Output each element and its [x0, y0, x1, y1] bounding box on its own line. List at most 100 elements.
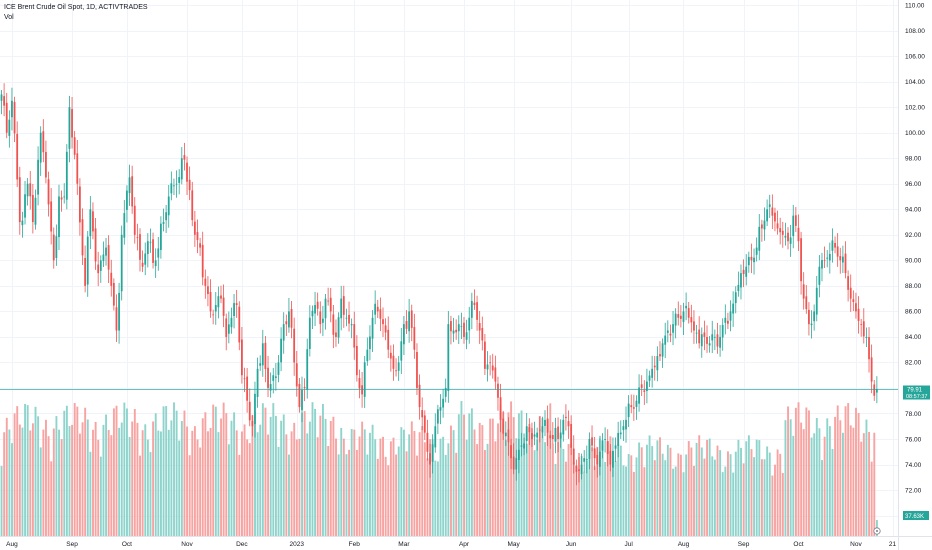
- volume-bar: [841, 432, 844, 536]
- volume-bar: [295, 439, 298, 536]
- candle-body: [857, 308, 860, 321]
- candle-body: [491, 365, 494, 371]
- volume-bar: [612, 451, 614, 536]
- volume-bar: [199, 447, 202, 536]
- volume-bar: [499, 404, 502, 536]
- candle-body: [468, 317, 471, 331]
- candle-body: [648, 375, 651, 381]
- candle-body: [476, 302, 478, 320]
- candle-body: [324, 298, 327, 319]
- candle-body: [374, 303, 377, 315]
- candle-body: [834, 242, 836, 248]
- volume-bar: [567, 444, 570, 536]
- volume-bar: [439, 438, 442, 536]
- volume-bar: [322, 403, 324, 536]
- candle-body: [591, 437, 593, 446]
- volume-bar: [133, 409, 136, 536]
- volume-bar: [436, 461, 439, 536]
- candle-body: [536, 432, 539, 438]
- volume-bar: [324, 418, 327, 536]
- candle-body: [84, 258, 87, 286]
- candle-body: [45, 151, 47, 178]
- volume-bar: [261, 403, 264, 536]
- volume-bar: [520, 410, 523, 536]
- candle-body: [254, 393, 256, 425]
- volume-bar: [209, 427, 212, 536]
- volume-bar: [760, 459, 763, 536]
- candle-body: [175, 183, 178, 185]
- volume-bar: [450, 425, 452, 536]
- volume-bar: [857, 413, 860, 536]
- x-tick-label: Oct: [122, 541, 132, 548]
- candle-body: [355, 345, 358, 376]
- volume-bar: [238, 454, 241, 536]
- candle-body: [316, 301, 319, 309]
- candle-body: [112, 282, 115, 306]
- candle-body: [619, 432, 622, 435]
- candle-body: [288, 311, 290, 328]
- candle-body: [141, 262, 144, 267]
- volume-bar: [99, 456, 102, 536]
- price-tag-value: 79.91: [907, 388, 923, 394]
- y-tick-label: 84.00: [905, 334, 922, 341]
- candle-body: [682, 311, 685, 322]
- candle-body: [50, 201, 53, 232]
- candle-body: [123, 213, 126, 238]
- candle-body: [225, 318, 228, 337]
- candle-body: [813, 311, 816, 322]
- candle-body: [821, 260, 823, 269]
- candle-body: [199, 243, 201, 248]
- volume-bar: [677, 453, 680, 536]
- volume-bar: [227, 444, 230, 536]
- volume-bar: [214, 406, 217, 536]
- candle-body: [507, 429, 510, 443]
- volume-bar: [774, 464, 776, 536]
- candle-body: [557, 426, 559, 440]
- candle-body: [847, 276, 850, 290]
- volume-bar: [525, 443, 528, 536]
- volume-bar: [593, 466, 596, 536]
- candle-body: [426, 432, 429, 452]
- candle-body: [622, 426, 625, 431]
- symbol-title[interactable]: ICE Brent Crude Oil Spot, 1D, ACTIVTRADE…: [4, 4, 148, 11]
- volume-bar: [290, 431, 293, 536]
- volume-bar: [698, 435, 701, 536]
- candle-body: [26, 183, 29, 197]
- volume-bar: [379, 438, 382, 536]
- candle-body: [737, 284, 740, 292]
- candle-body: [403, 324, 405, 345]
- candle-body: [828, 253, 831, 261]
- y-tick-label: 94.00: [905, 207, 922, 214]
- candle-body: [659, 354, 661, 357]
- candle-body: [3, 96, 6, 106]
- volume-bar: [810, 437, 813, 536]
- volume-bar: [429, 439, 432, 536]
- candle-body: [55, 236, 58, 258]
- volume-bar: [264, 407, 267, 536]
- volume-bar: [873, 432, 876, 536]
- volume-bar: [31, 423, 34, 536]
- volume-bar: [335, 438, 337, 536]
- candle-body: [546, 418, 549, 433]
- volume-bar: [855, 407, 857, 536]
- volume-bar: [403, 429, 405, 536]
- x-tick-label: Oct: [793, 541, 803, 548]
- candle-body: [314, 305, 316, 314]
- volume-bar: [674, 466, 677, 536]
- volume-indicator-label[interactable]: Vol: [4, 14, 14, 21]
- x-tick-label: May: [508, 541, 521, 548]
- volume-bar: [536, 439, 539, 536]
- candle-body: [410, 310, 413, 328]
- candle-body: [447, 324, 450, 391]
- candle-body: [450, 321, 452, 332]
- settings-gear-icon[interactable]: [876, 530, 878, 532]
- candle-body: [99, 260, 102, 271]
- candle-body: [740, 273, 742, 288]
- volume-bar: [632, 471, 635, 536]
- volume-bar: [144, 424, 147, 536]
- candle-body: [672, 324, 674, 333]
- candle-body: [651, 368, 654, 378]
- volume-bar: [596, 446, 599, 536]
